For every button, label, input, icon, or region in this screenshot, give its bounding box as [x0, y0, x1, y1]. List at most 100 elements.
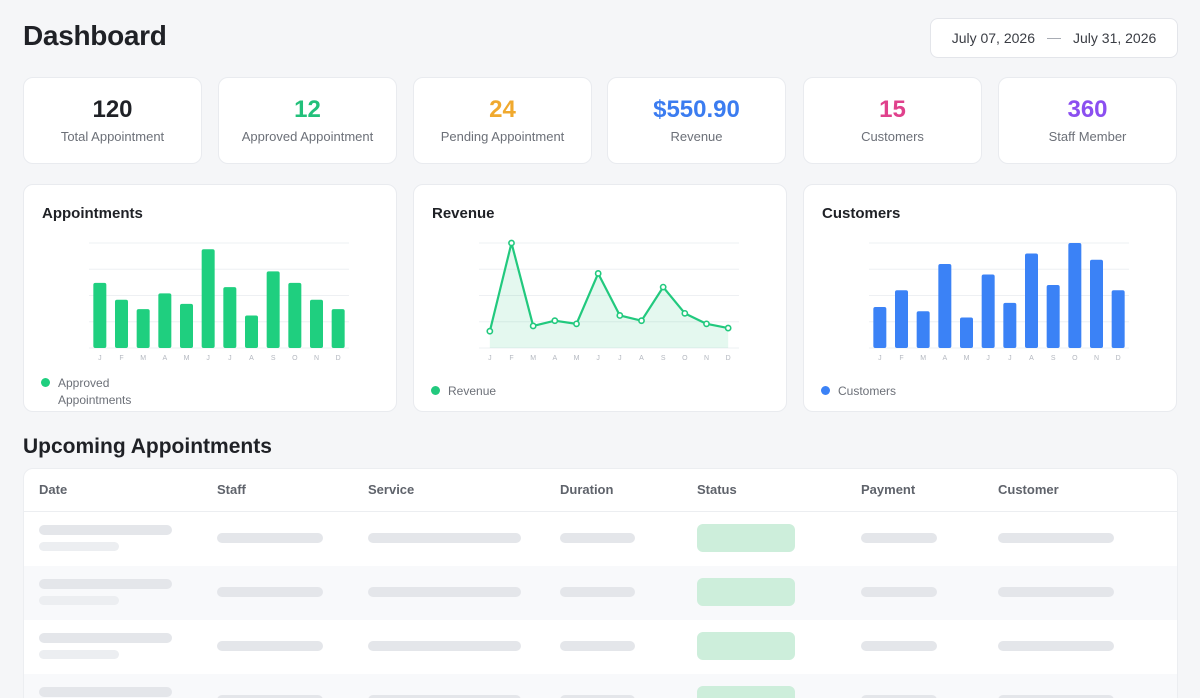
point-2: [508, 239, 515, 247]
x-tick-label: J: [228, 355, 232, 362]
chart-title: Revenue: [432, 205, 495, 222]
x-tick-label: F: [899, 355, 903, 362]
legend-label: Revenue: [448, 384, 497, 398]
x-tick-label: J: [1008, 355, 1012, 362]
cell-placeholder: [39, 579, 172, 589]
stat-value: 24: [489, 95, 516, 123]
bar-12: [331, 309, 345, 348]
legend-dot: [41, 378, 50, 387]
cell-placeholder: [217, 587, 323, 597]
cell-placeholder: [39, 633, 172, 643]
chart-legend: Revenue: [431, 383, 538, 400]
status-placeholder: [697, 524, 795, 552]
bar-3: [916, 311, 930, 348]
cell-placeholder: [39, 596, 119, 605]
x-tick-label: S: [271, 355, 276, 362]
x-tick-label: S: [661, 355, 666, 362]
bar-10: [288, 282, 302, 348]
series-line: [488, 241, 729, 332]
customers-chart-card: Customers J F M A M J J A S O N D Customers: [803, 184, 1177, 412]
chart-title: Customers: [822, 205, 901, 222]
table-row[interactable]: [24, 674, 1177, 698]
point-12: [724, 324, 732, 332]
column-header-service[interactable]: Service: [368, 482, 415, 497]
bar-4: [938, 264, 952, 348]
stat-card-approved-appointment: 12 Approved Appointment: [218, 77, 397, 164]
bar-6: [201, 249, 215, 348]
column-header-customer[interactable]: Customer: [998, 482, 1059, 497]
cell-placeholder: [861, 695, 937, 698]
x-tick-label: A: [639, 355, 644, 362]
x-tick-label: J: [986, 355, 990, 362]
x-tick-label: D: [1116, 355, 1121, 362]
point-7: [616, 312, 624, 319]
x-tick-label: O: [1072, 355, 1078, 362]
cell-placeholder: [560, 695, 635, 698]
status-placeholder: [697, 686, 795, 698]
x-tick-label: A: [942, 355, 947, 362]
date-to: July 31, 2026: [1073, 30, 1157, 46]
point-8: [638, 317, 645, 325]
x-tick-label: A: [552, 355, 557, 362]
bar-11: [1090, 259, 1103, 348]
cell-placeholder: [998, 587, 1114, 597]
x-tick-label: M: [530, 355, 536, 362]
bar-8: [245, 315, 258, 348]
legend-label: Customers: [838, 384, 897, 398]
cell-placeholder: [39, 542, 119, 551]
cell-placeholder: [368, 587, 521, 597]
cell-placeholder: [39, 687, 172, 697]
cell-placeholder: [998, 533, 1114, 543]
column-header-date[interactable]: Date: [39, 482, 68, 497]
bar-5: [960, 317, 973, 348]
stat-label: Approved Appointment: [241, 129, 374, 145]
x-tick-label: J: [878, 355, 882, 362]
date-from: July 07, 2026: [951, 30, 1035, 46]
chart-legend: Customers: [821, 383, 928, 400]
x-tick-label: M: [964, 355, 970, 362]
date-range-picker[interactable]: July 07, 2026 July 31, 2026: [930, 18, 1178, 58]
x-tick-label: S: [1051, 355, 1056, 362]
table-row[interactable]: [24, 512, 1177, 566]
x-tick-label: M: [920, 355, 926, 362]
column-header-payment[interactable]: Payment: [861, 482, 916, 497]
bar-8: [1025, 253, 1038, 348]
cell-placeholder: [861, 641, 937, 651]
table-row[interactable]: [24, 566, 1177, 620]
cell-placeholder: [560, 587, 635, 597]
cell-placeholder: [39, 525, 172, 535]
stat-value: 120: [92, 95, 133, 123]
x-tick-label: M: [574, 355, 580, 362]
cell-placeholder: [368, 533, 521, 543]
point-9: [659, 283, 667, 291]
bar-9: [266, 271, 280, 348]
point-5: [573, 320, 580, 328]
chart-title: Appointments: [42, 205, 143, 222]
point-6: [594, 270, 602, 277]
x-tick-label: J: [206, 355, 210, 362]
column-header-duration[interactable]: Duration: [560, 482, 614, 497]
x-tick-label: F: [509, 355, 513, 362]
chart-legend: Approved Appointments: [41, 375, 148, 409]
stat-label: Staff Member: [1048, 129, 1127, 145]
cell-placeholder: [998, 695, 1114, 698]
stat-label: Customers: [861, 129, 924, 145]
upcoming-appointments-table: Date Staff Service Duration Status Payme…: [23, 468, 1178, 698]
stat-label: Pending Appointment: [440, 129, 565, 145]
bar-2: [895, 290, 908, 348]
bar-1: [93, 282, 107, 348]
x-tick-label: A: [1029, 355, 1034, 362]
stat-label: Revenue: [670, 129, 723, 145]
bar-3: [136, 309, 150, 348]
stat-value: 360: [1067, 95, 1108, 123]
x-tick-label: A: [249, 355, 254, 362]
column-header-status[interactable]: Status: [697, 482, 737, 497]
table-row[interactable]: [24, 620, 1177, 674]
legend-label: Approved Appointments: [58, 376, 132, 407]
x-tick-label: N: [1094, 355, 1099, 362]
cell-placeholder: [560, 641, 635, 651]
column-header-staff[interactable]: Staff: [217, 482, 246, 497]
